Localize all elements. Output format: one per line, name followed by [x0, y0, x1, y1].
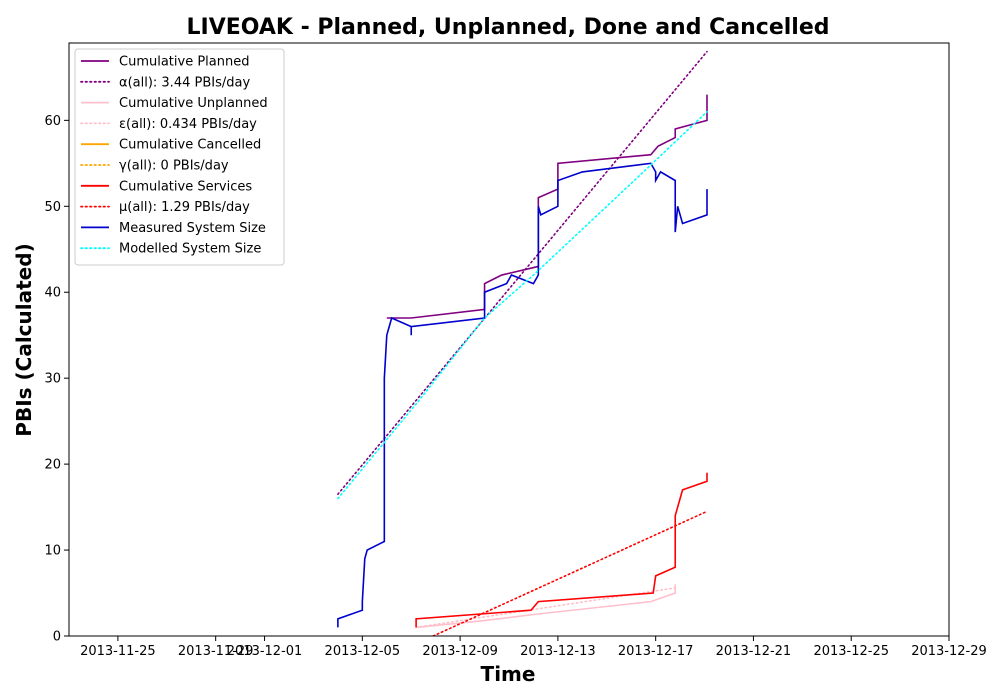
legend-label: Cumulative Unplanned	[119, 96, 268, 111]
legend-label: Cumulative Cancelled	[119, 138, 261, 153]
y-tick-label: 10	[44, 544, 61, 559]
x-tick-label: 2013-12-21	[716, 644, 792, 659]
x-tick-label: 2013-11-29	[178, 644, 254, 659]
y-tick-label: 0	[53, 630, 61, 645]
series-line-3	[415, 587, 677, 629]
y-tick-label: 50	[44, 200, 61, 215]
legend-label: μ(all): 1.29 PBIs/day	[119, 200, 250, 215]
legend-label: ε(all): 0.434 PBIs/day	[119, 117, 257, 132]
y-tick-label: 20	[44, 458, 61, 473]
x-tick-label: 2013-12-09	[422, 644, 498, 659]
series-line-9	[337, 110, 708, 500]
legend-label: Cumulative Planned	[119, 55, 249, 70]
y-axis-label: PBIs (Calculated)	[12, 243, 36, 436]
x-tick-label: 2013-12-29	[911, 644, 987, 659]
legend-label: α(all): 3.44 PBIs/day	[119, 75, 250, 90]
x-tick-label: 2013-12-01	[227, 644, 303, 659]
series-line-0	[386, 94, 708, 319]
x-tick-label: 2013-11-25	[80, 644, 156, 659]
series-line-8	[337, 162, 708, 628]
plot-frame	[68, 42, 950, 637]
x-tick-label: 2013-12-13	[520, 644, 596, 659]
y-tick-label: 60	[44, 114, 61, 129]
x-tick-label: 2013-12-17	[618, 644, 694, 659]
legend-label: Modelled System Size	[119, 242, 261, 257]
legend: Cumulative Planned α(all): 3.44 PBIs/day C…	[74, 48, 285, 266]
plot-area	[337, 50, 708, 636]
legend-label: Measured System Size	[119, 221, 266, 236]
y-tick-label: 40	[44, 286, 61, 301]
legend-label: γ(all): 0 PBIs/day	[119, 159, 229, 174]
legend-label: Cumulative Services	[119, 179, 252, 194]
x-axis-label: Time	[481, 662, 536, 686]
legend-box	[74, 48, 285, 266]
chart-title: LIVEOAK - Planned, Unplanned, Done and C…	[187, 15, 830, 40]
y-tick-label: 30	[44, 372, 61, 387]
x-tick-label: 2013-12-05	[325, 644, 401, 659]
series-line-6	[415, 472, 708, 628]
x-tick-label: 2013-12-25	[813, 644, 889, 659]
series-line-1	[337, 50, 708, 496]
series-line-7	[432, 510, 708, 636]
series-line-2	[416, 584, 677, 629]
